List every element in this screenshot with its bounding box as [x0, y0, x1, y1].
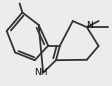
Text: N: N — [86, 21, 92, 30]
Text: NH: NH — [34, 68, 48, 77]
